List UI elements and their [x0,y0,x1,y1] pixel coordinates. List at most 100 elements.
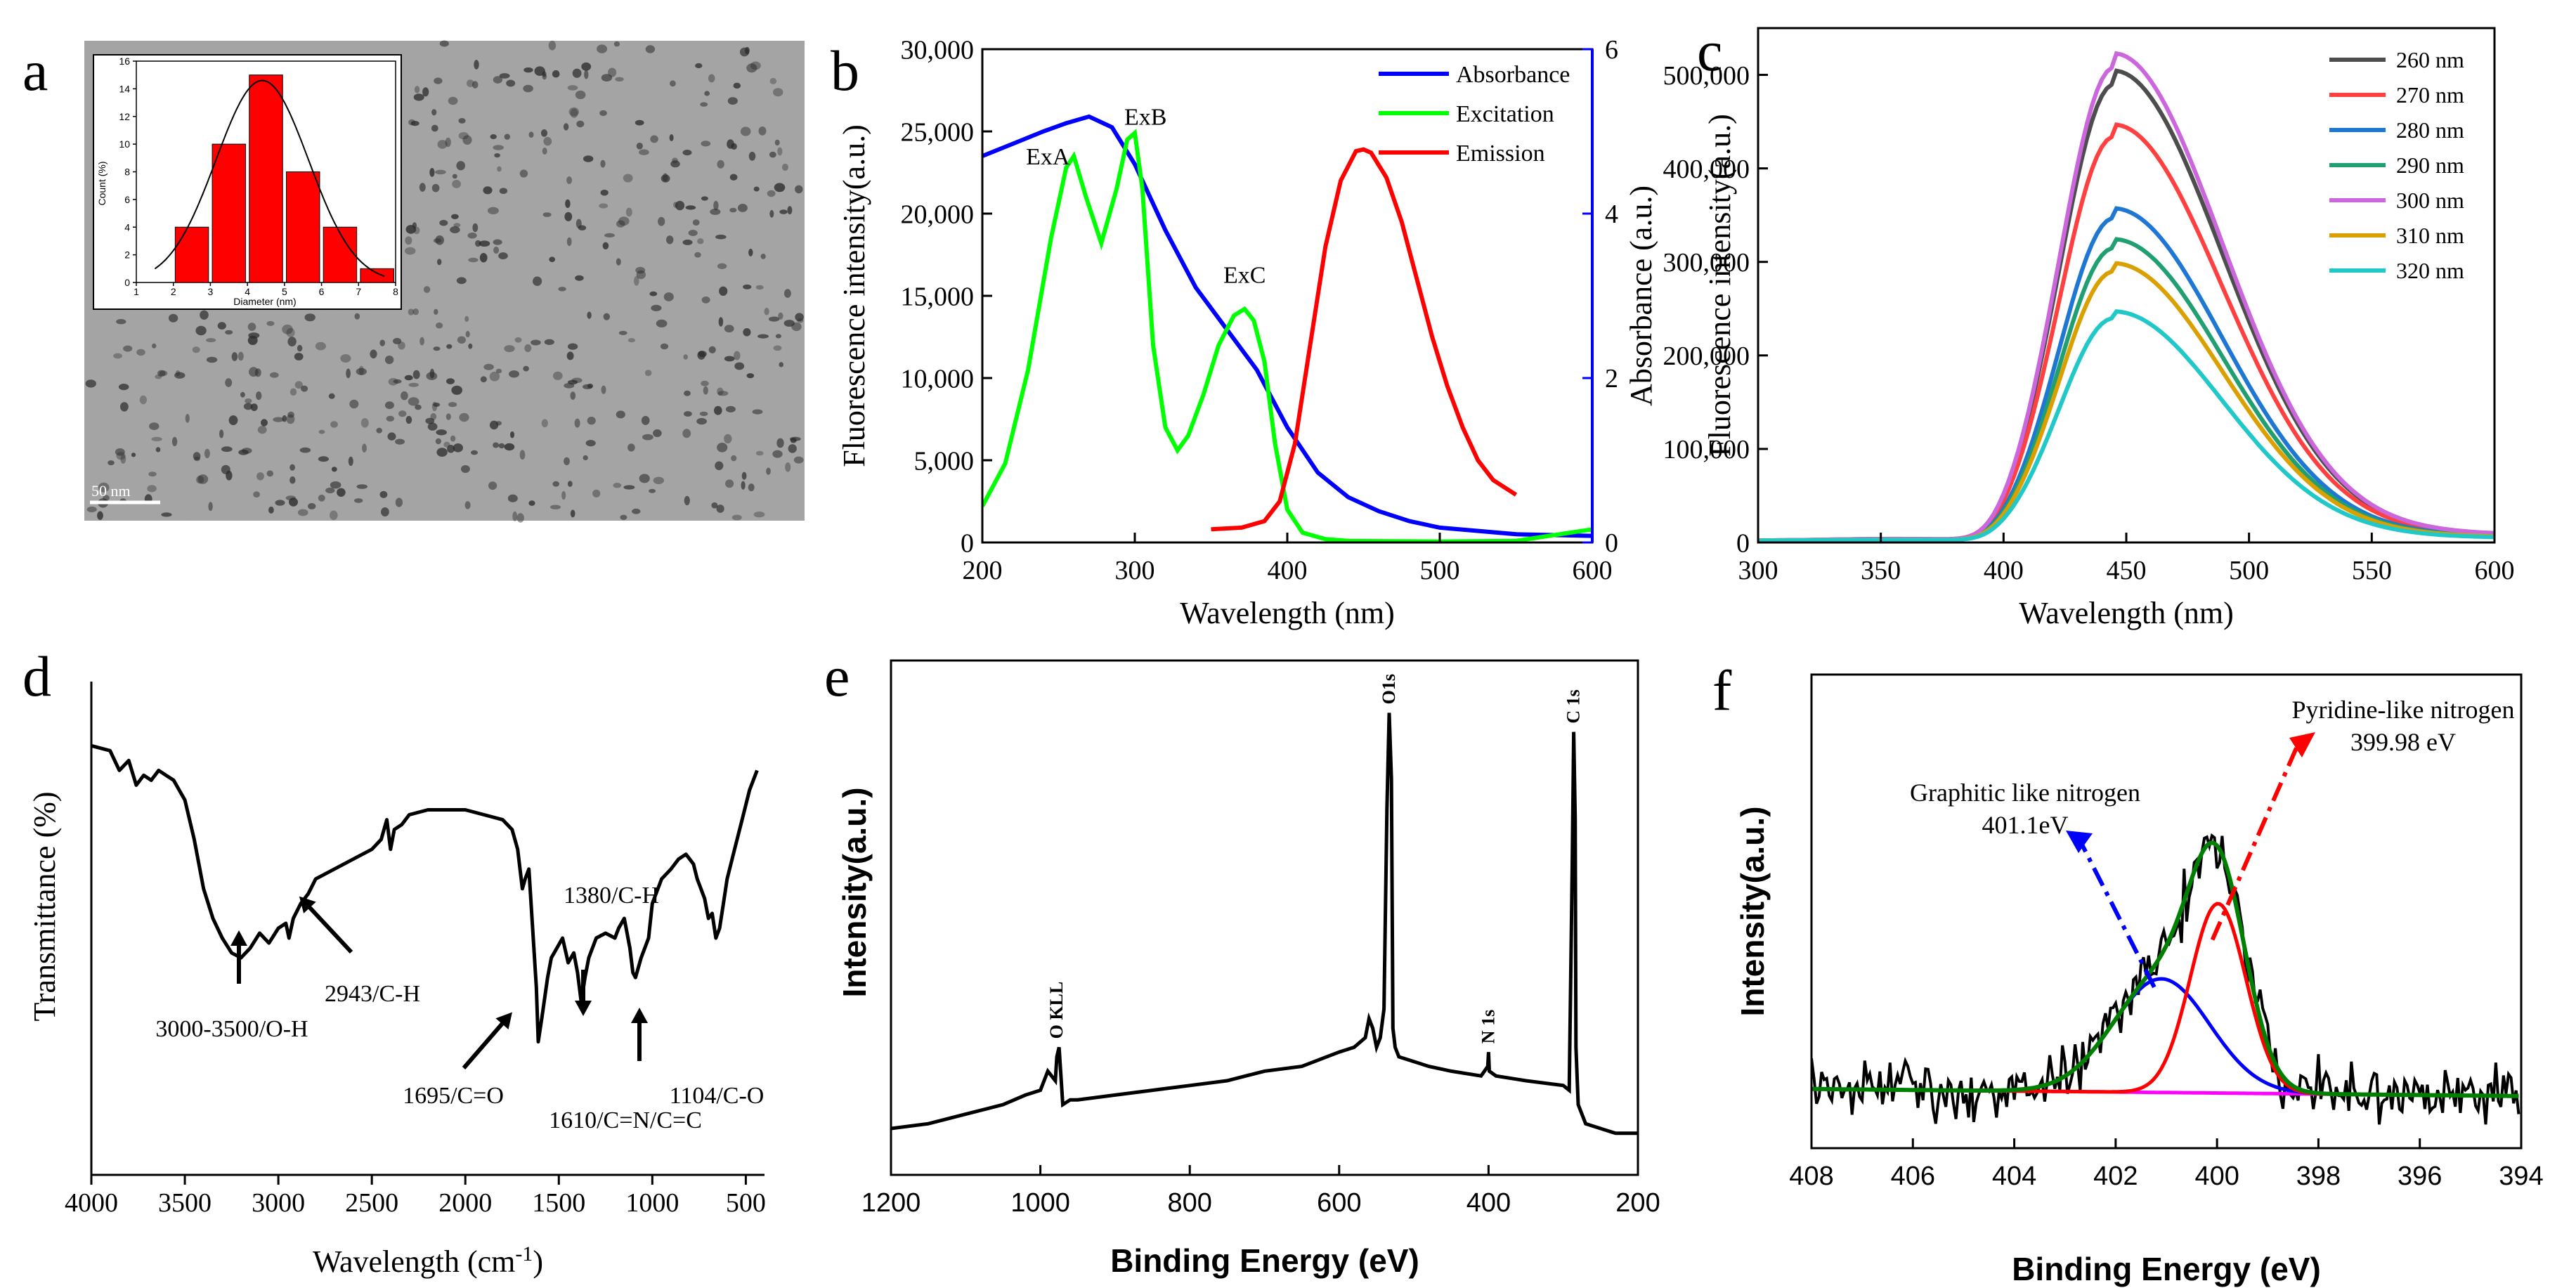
tem-particle [151,436,162,442]
tem-particle [240,391,245,398]
tem-particle [434,308,438,315]
tem-particle [435,438,442,445]
tem-particle [781,163,788,171]
tem-particle [405,225,417,234]
tem-particle [405,236,412,245]
tem-particle [498,252,508,260]
tem-particle [649,488,656,493]
b-y2tick-label: 0 [1605,528,1618,558]
b-ytick-label: 5,000 [914,446,975,476]
d-annotation: 1610/C=N/C=C [549,1107,702,1133]
tem-particle [299,447,311,453]
d-annotation-arrow [300,897,353,954]
tem-particle [697,238,704,245]
tem-particle [147,485,157,493]
tem-particle [599,110,607,117]
tem-particle [616,410,625,419]
tem-particle [436,448,448,457]
tem-particle [108,460,115,466]
tem-particle [348,456,353,467]
f-annotation-graphitic-line1: Graphitic like nitrogen [1910,779,2140,807]
tem-particle [663,292,674,301]
tem-particle [459,412,469,422]
tem-particle [206,338,216,343]
tem-particle [297,344,303,352]
tem-particle [587,311,592,319]
tem-particle [419,337,424,346]
tem-particle [254,368,261,377]
tem-particle [219,429,224,438]
tem-particle [552,70,560,78]
inset-xtick-label: 7 [356,286,361,297]
tem-particle [774,139,780,146]
tem-particle [658,216,665,226]
tem-particle [743,284,752,290]
tem-particle [245,398,252,404]
inset-ytick-label: 10 [119,138,130,150]
tem-particle [564,212,573,221]
inset-xtick-label: 5 [282,286,287,297]
d-annotation: 2943/C-H [325,981,420,1007]
tem-particle [468,343,473,349]
tem-particle [509,370,519,378]
tem-particle [650,135,658,143]
tem-particle [704,91,710,96]
tem-particle [435,235,444,245]
f-xtick-label: 404 [1992,1162,2036,1191]
tem-particle [729,174,738,181]
tem-particle [685,205,696,210]
f-xlabel: Binding Energy (eV) [2012,1251,2321,1287]
tem-particle [542,212,552,217]
tem-particle [785,462,791,472]
tem-particle [696,417,707,425]
b-xtick-label: 200 [963,556,1003,585]
d-xtick-label: 2000 [438,1188,492,1218]
tem-particle [748,483,755,492]
tem-particle [743,328,751,337]
tem-particle [290,388,297,396]
tem-particle [708,74,715,83]
tem-particle [627,443,635,452]
tem-particle [174,372,186,379]
tem-particle [639,474,650,483]
b-ytick-label: 20,000 [901,200,975,229]
tem-particle [487,207,499,214]
tem-particle [437,259,442,266]
tem-particle [660,343,669,350]
tem-particle [710,208,721,215]
tem-particle [460,465,470,473]
inset-bar [285,171,320,283]
tem-particle [566,351,574,360]
tem-particle [523,84,533,93]
tem-particle [564,457,570,466]
tem-particle [613,483,622,488]
inset-xlabel: Diameter (nm) [233,296,296,307]
tem-particle [625,207,632,217]
tem-particle [675,200,685,211]
tem-particle [228,415,238,426]
tem-particle [575,90,586,100]
tem-particle [516,513,524,523]
tem-particle [682,429,691,438]
tem-particle [97,511,103,520]
inset-bar [360,268,394,283]
tem-particle [197,474,209,484]
tem-particle [451,385,462,395]
d-xtick-label: 1000 [625,1188,679,1218]
tem-particle [331,467,337,472]
f-annotation-graphitic-line2: 401.1eV [1982,811,2069,839]
tem-particle [623,485,635,490]
tem-particle [748,151,756,161]
b-ytick-label: 30,000 [901,35,975,65]
e-peak-label: C 1s [1563,689,1584,723]
tem-particle [423,286,431,293]
tem-particle [717,387,724,396]
tem-particle [356,367,367,375]
tem-particle [561,490,566,500]
tem-particle [585,440,596,447]
tem-particle [458,118,466,124]
tem-particle [724,356,735,362]
tem-particle [724,434,732,444]
tem-particle [731,514,742,521]
tem-particle [773,88,783,97]
